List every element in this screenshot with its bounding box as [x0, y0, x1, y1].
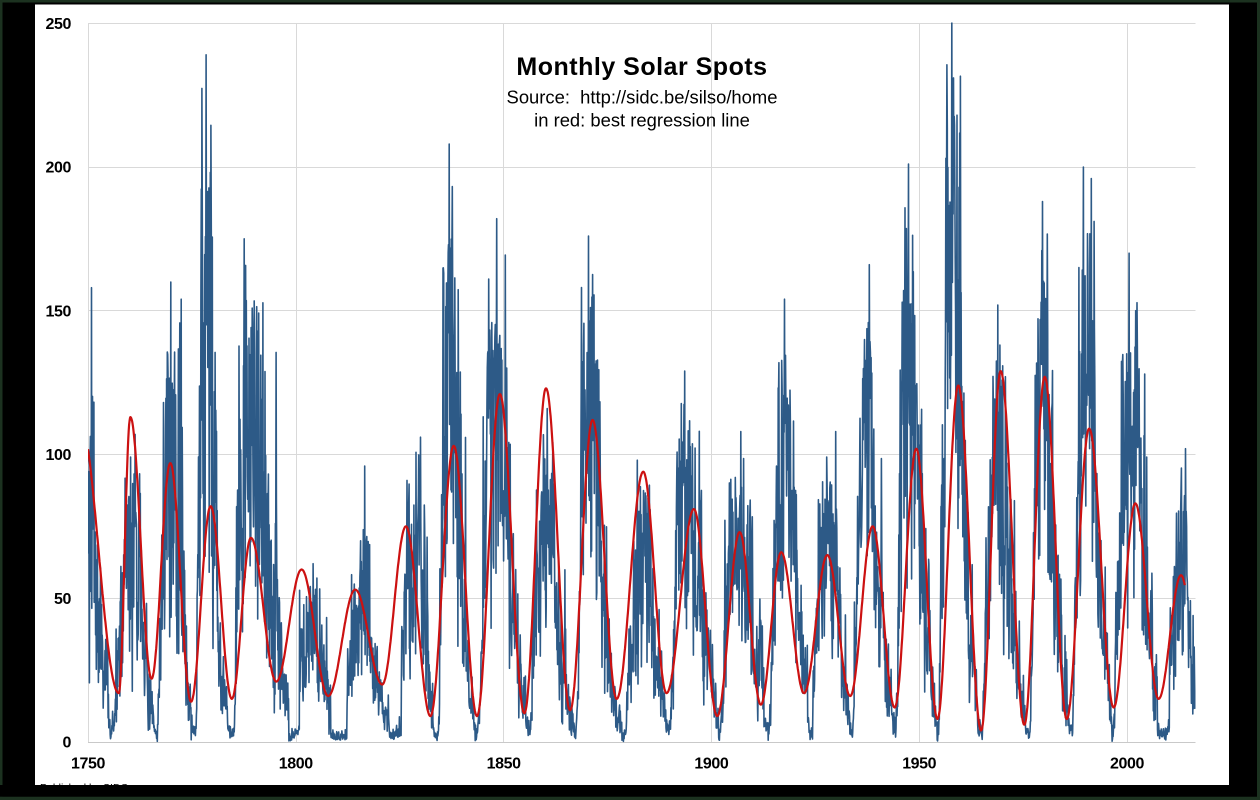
svg-text:1750: 1750 [71, 755, 105, 772]
svg-text:Source: http://sidc.be/silso/: Source: http://sidc.be/silso/home [507, 87, 778, 108]
svg-text:1950: 1950 [902, 755, 936, 772]
svg-text:in red: best regression line: in red: best regression line [534, 110, 750, 131]
svg-text:100: 100 [46, 447, 72, 464]
svg-text:0: 0 [63, 735, 72, 752]
svg-text:150: 150 [46, 303, 72, 320]
svg-text:1900: 1900 [694, 755, 728, 772]
svg-text:1850: 1850 [487, 755, 521, 772]
svg-text:250: 250 [46, 16, 72, 33]
svg-text:1800: 1800 [279, 755, 313, 772]
svg-text:50: 50 [54, 591, 71, 608]
svg-text:Monthly Solar Spots: Monthly Solar Spots [516, 53, 767, 81]
svg-text:2000: 2000 [1110, 755, 1144, 772]
svg-text:200: 200 [46, 160, 72, 177]
